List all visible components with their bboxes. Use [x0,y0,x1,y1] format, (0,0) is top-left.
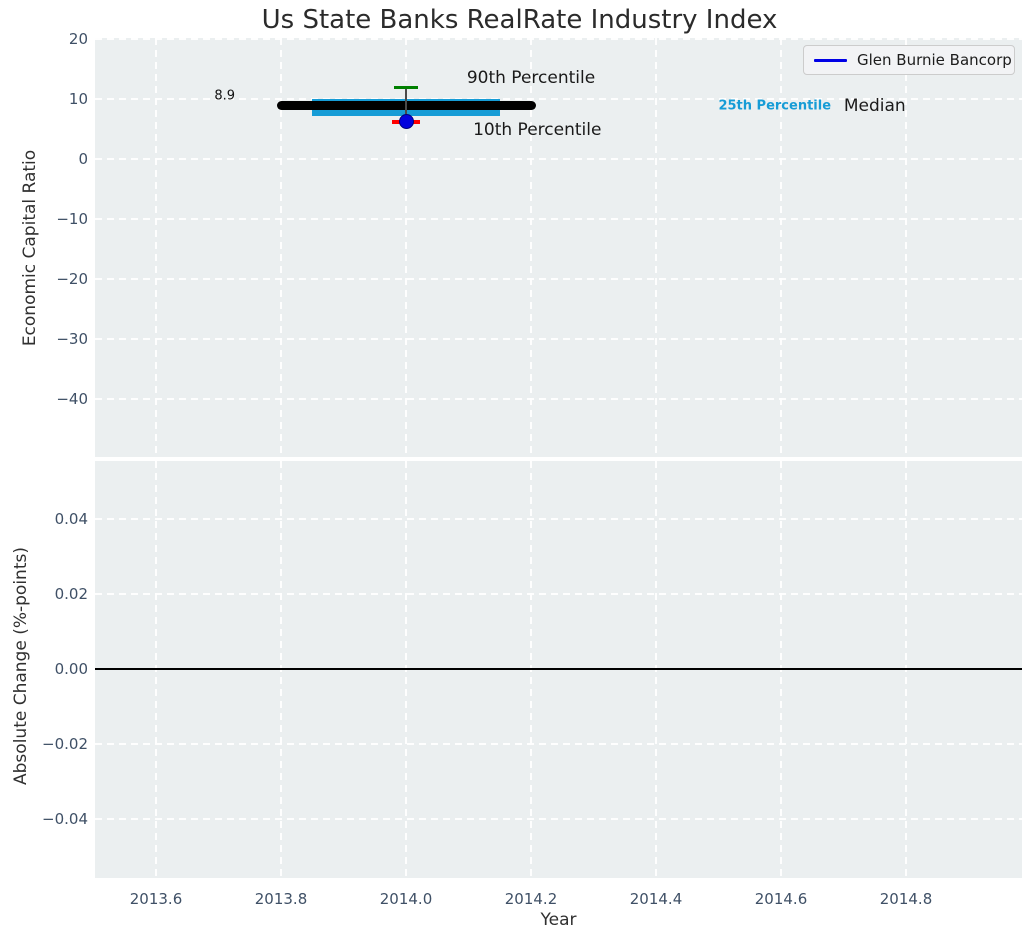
legend-label: Glen Burnie Bancorp [857,51,1012,69]
x-gridline [405,38,407,457]
annotation-median-value: 8.9 [214,88,236,104]
legend-line-swatch [814,58,847,62]
x-tick-label: 2014.2 [504,890,558,908]
annotation-p25-label: 25th Percentile [718,98,832,114]
chart-title: Us State Banks RealRate Industry Index [261,5,778,35]
bottom-y-tick-label: −0.02 [42,735,88,753]
x-tick-label: 2014.0 [379,890,433,908]
top-y-axis-label: Economic Capital Ratio [20,149,40,347]
bottom-y-tick-label: −0.04 [42,810,88,828]
bottom-axes-absolute-change [95,461,1022,878]
top-y-tick-label: −20 [56,270,88,288]
x-gridline [905,38,907,457]
x-tick-label: 2014.8 [879,890,933,908]
bottom-y-tick-label: 0.02 [54,585,88,603]
x-axis-label: Year [540,910,577,930]
x-tick-label: 2013.8 [254,890,308,908]
x-gridline [780,38,782,457]
y-gridline [95,218,1022,220]
y-gridline [95,158,1022,160]
bottom-y-tick-label: 0.00 [54,660,88,678]
x-gridline [655,38,657,457]
y-gridline [95,338,1022,340]
errorbar-cap-90th [394,85,418,90]
errorbar-stem [405,87,407,122]
company-data-point [398,114,414,130]
y-gridline [95,518,1022,520]
y-gridline [95,98,1022,100]
top-y-tick-label: −10 [56,210,88,228]
x-gridline [280,38,282,457]
legend: Glen Burnie Bancorp [803,45,1015,75]
y-gridline [95,38,1022,40]
annotation-median-label: Median [843,96,906,117]
annotation-p10-label: 10th Percentile [473,119,602,140]
x-tick-label: 2013.6 [129,890,183,908]
y-gridline [95,818,1022,820]
top-axes-economic-capital-ratio: 8.9 90th Percentile 10th Percentile 25th Pe… [95,38,1022,457]
x-tick-label: 2014.6 [754,890,808,908]
top-y-tick-label: 20 [68,30,88,48]
top-y-tick-label: −30 [56,330,88,348]
x-gridline [530,38,532,457]
top-y-tick-label: 10 [68,90,88,108]
top-y-tick-label: −40 [56,390,88,408]
top-y-tick-label: 0 [78,150,88,168]
y-gridline [95,593,1022,595]
bottom-y-tick-label: 0.04 [54,510,88,528]
annotation-p90-label: 90th Percentile [466,68,596,88]
y-gridline [95,743,1022,745]
x-tick-label: 2014.4 [629,890,683,908]
y-gridline [95,398,1022,400]
zero-line [95,668,1022,670]
y-gridline [95,278,1022,280]
x-gridline [155,38,157,457]
